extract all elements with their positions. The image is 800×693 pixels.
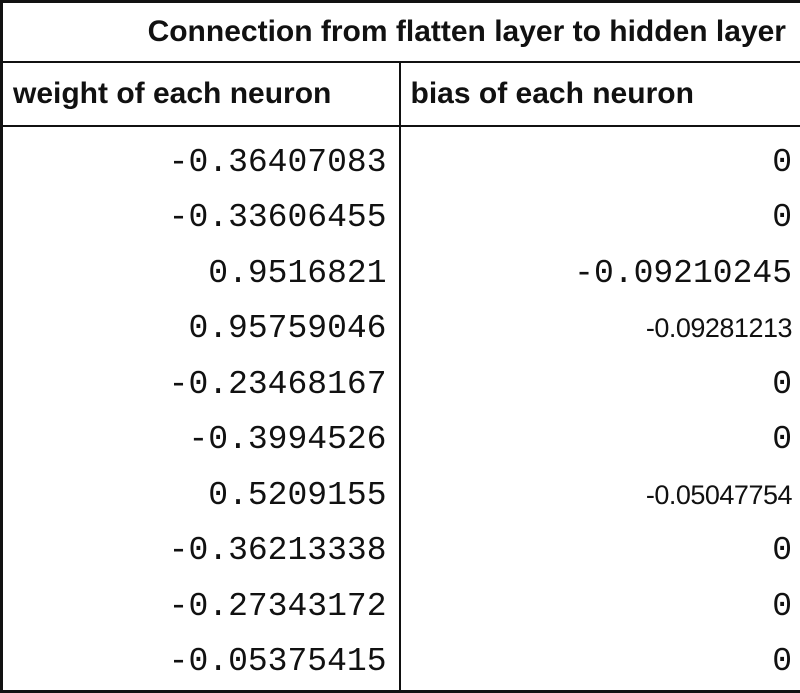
weight-value: -0.27343172 bbox=[3, 579, 399, 635]
weight-value: -0.05375415 bbox=[3, 634, 399, 690]
bias-column-header: bias of each neuron bbox=[400, 62, 800, 126]
bias-value: 0 bbox=[401, 579, 800, 635]
bias-value: 0 bbox=[401, 634, 800, 690]
weight-value: -0.23468167 bbox=[3, 357, 399, 413]
weight-value: -0.3994526 bbox=[3, 412, 399, 468]
title-row: Connection from flatten layer to hidden … bbox=[2, 2, 800, 62]
weight-value: -0.36213338 bbox=[3, 523, 399, 579]
weight-value: 0.9516821 bbox=[3, 246, 399, 302]
bias-value: -0.09210245 bbox=[401, 246, 800, 302]
weight-value: -0.36407083 bbox=[3, 135, 399, 191]
weight-column-header: weight of each neuron bbox=[2, 62, 400, 126]
bias-value: 0 bbox=[401, 523, 800, 579]
header-row: weight of each neuron bias of each neuro… bbox=[2, 62, 800, 126]
bias-value: -0.05047754 bbox=[401, 468, 800, 524]
bias-value: 0 bbox=[401, 357, 800, 413]
weight-value: -0.33606455 bbox=[3, 190, 399, 246]
bias-value: 0 bbox=[401, 190, 800, 246]
table-title: Connection from flatten layer to hidden … bbox=[2, 2, 800, 62]
bias-value: 0 bbox=[401, 135, 800, 191]
bias-value: -0.09281213 bbox=[401, 301, 800, 357]
weight-value: 0.5209155 bbox=[3, 468, 399, 524]
weight-value: 0.95759046 bbox=[3, 301, 399, 357]
bias-value: 0 bbox=[401, 412, 800, 468]
